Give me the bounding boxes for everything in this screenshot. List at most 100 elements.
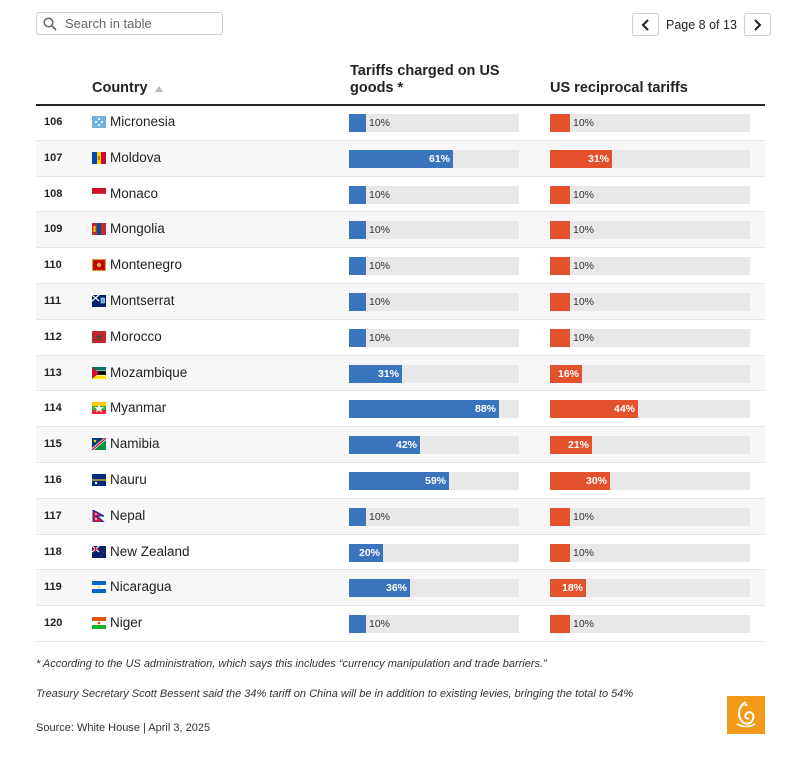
tariff-bar	[349, 543, 383, 562]
table-row: 108 Monaco 10% 10%	[36, 177, 765, 213]
tariff-value-label: 61%	[429, 152, 451, 165]
row-rank: 109	[44, 223, 63, 236]
tariff-value-label: 10%	[369, 260, 391, 273]
tariff-bar	[349, 185, 366, 204]
reciprocal-value-label: 30%	[586, 474, 608, 487]
search-box[interactable]	[36, 12, 223, 35]
reciprocal-bar-track: 10%	[550, 114, 750, 132]
reciprocal-bar-track: 10%	[550, 221, 750, 240]
reciprocal-value-label: 31%	[588, 152, 610, 165]
tariff-bar	[349, 257, 366, 276]
reciprocal-bar-track: 44%	[550, 400, 750, 419]
reciprocal-bar	[550, 114, 570, 132]
row-rank: 106	[44, 116, 63, 128]
tariff-value-label: 10%	[369, 188, 391, 201]
reciprocal-bar	[550, 257, 570, 276]
table-row: 111 Montserrat 10% 10%	[36, 283, 765, 320]
country-column-header[interactable]: Country	[92, 80, 164, 97]
tariff-bar-track: 10%	[349, 328, 519, 347]
tariff-bar	[349, 364, 402, 383]
row-rank: 119	[44, 581, 62, 594]
sort-ascending-icon[interactable]	[154, 85, 164, 93]
reciprocal-bar-track: 10%	[550, 615, 750, 634]
tariff-bar	[349, 292, 366, 311]
tariff-value-label: 31%	[378, 367, 400, 380]
reciprocal-bar	[550, 615, 570, 634]
reciprocal-bar	[550, 507, 570, 526]
row-rank: 115	[44, 438, 62, 451]
table-row: 116 Nauru 59% 30%	[36, 463, 765, 499]
reciprocal-bar	[550, 185, 570, 204]
country-name: Micronesia	[110, 114, 176, 129]
tariff-bar-track: 88%	[349, 400, 519, 419]
morocco-flag	[92, 330, 106, 343]
niger-flag	[92, 617, 106, 630]
country-header-label: Country	[92, 80, 148, 96]
tariff-bar	[349, 507, 366, 526]
mozambique-flag	[92, 366, 106, 379]
tariff-bar-track: 20%	[349, 543, 519, 562]
table-row: 118 New Zealand 20% 10%	[36, 535, 765, 571]
nepal-flag	[92, 509, 105, 522]
tariff-value-label: 10%	[369, 295, 391, 308]
table-row: 120 Niger 10% 10%	[36, 606, 765, 642]
tariff-bar	[349, 221, 366, 240]
row-rank: 114	[44, 402, 62, 415]
tariff-bar	[349, 436, 420, 455]
row-rank: 111	[44, 294, 62, 307]
reciprocal-value-label: 10%	[573, 618, 595, 631]
footnote-china: Treasury Secretary Scott Bessent said th…	[36, 688, 634, 700]
reciprocal-value-label: 16%	[558, 367, 580, 380]
reciprocal-bar-track: 18%	[550, 579, 750, 598]
moldova-flag	[92, 151, 106, 164]
reciprocal-bar	[550, 400, 638, 419]
tariff-value-label: 42%	[396, 439, 418, 452]
reciprocal-value-label: 10%	[573, 546, 595, 559]
reciprocal-value-label: 10%	[573, 510, 595, 523]
row-rank: 116	[44, 473, 62, 486]
tariff-bar	[349, 615, 366, 634]
row-rank: 113	[44, 366, 62, 379]
tariff-bar	[349, 579, 410, 598]
reciprocal-value-label: 10%	[573, 117, 595, 129]
country-name: Namibia	[110, 436, 160, 452]
reciprocal-bar	[550, 543, 570, 562]
tariff-bar-track: 10%	[349, 185, 519, 204]
reciprocal-bar-track: 16%	[550, 364, 750, 383]
table-row: 114 Myanmar 88% 44%	[36, 391, 765, 428]
reciprocal-bar-track: 10%	[550, 257, 750, 276]
table-row: 106 Micronesia 10% 10%	[36, 105, 765, 141]
prev-page-button[interactable]	[632, 13, 659, 36]
montenegro-flag	[92, 259, 106, 272]
reciprocal-column-header: US reciprocal tariffs	[550, 80, 688, 96]
table-row: 110 Montenegro 10% 10%	[36, 248, 765, 284]
tariff-value-label: 10%	[369, 331, 391, 344]
tariff-bar	[349, 471, 449, 490]
search-icon	[43, 16, 57, 31]
reciprocal-bar	[550, 471, 610, 490]
reciprocal-bar	[550, 364, 582, 383]
table-row: 119 Nicaragua 36% 18%	[36, 570, 765, 607]
country-name: Monaco	[110, 185, 159, 201]
monaco-flag	[92, 187, 106, 200]
country-name: Niger	[110, 615, 143, 631]
reciprocal-bar	[550, 149, 612, 168]
row-rank: 108	[44, 187, 63, 200]
search-input[interactable]	[63, 15, 217, 32]
reciprocal-bar-track: 10%	[550, 185, 750, 204]
chevron-right-icon	[754, 18, 762, 31]
table-row: 113 Mozambique 31% 16%	[36, 355, 765, 392]
reciprocal-bar-track: 31%	[550, 149, 750, 168]
tariff-bar-track: 10%	[349, 507, 519, 526]
tariff-bar	[349, 149, 453, 168]
row-rank: 107	[44, 151, 63, 164]
country-name: Moldova	[110, 149, 162, 165]
tariff-bar	[349, 114, 366, 132]
tariff-value-label: 10%	[369, 510, 391, 523]
tariff-bar	[349, 400, 499, 419]
tariff-value-label: 10%	[369, 224, 391, 237]
next-page-button[interactable]	[743, 13, 771, 36]
tariff-bar-track: 10%	[349, 257, 519, 276]
tariff-bar	[349, 328, 366, 347]
tariff-bar-track: 31%	[349, 364, 519, 383]
